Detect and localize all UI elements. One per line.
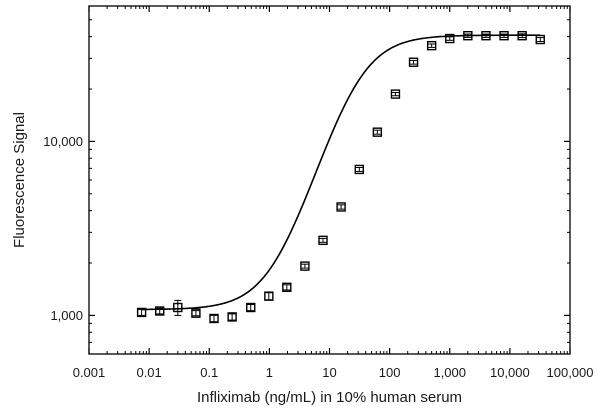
data-point [136, 307, 147, 318]
x-tick-label: 0.01 [136, 365, 161, 380]
point-marker [426, 40, 437, 51]
data-point [408, 57, 419, 67]
x-tick-label: 100,000 [547, 365, 594, 380]
data-point [390, 89, 401, 99]
point-marker [264, 291, 274, 301]
data-point [426, 40, 437, 51]
x-tick-label: 0.001 [73, 365, 106, 380]
point-marker [408, 57, 419, 67]
y-tick-label: 10,000 [43, 134, 83, 149]
point-marker [390, 89, 401, 99]
point-marker [300, 261, 310, 271]
data-point [354, 164, 364, 175]
x-tick-label: 1 [266, 365, 273, 380]
point-marker [372, 127, 383, 137]
data-point [372, 127, 383, 137]
point-marker [173, 302, 183, 313]
point-marker [535, 34, 545, 45]
data-point [155, 306, 165, 316]
data-point [227, 312, 237, 322]
data-point [535, 34, 545, 45]
data-point [173, 299, 183, 316]
x-tick-label: 10,000 [490, 365, 530, 380]
x-tick-label: 100 [379, 365, 401, 380]
data-point [445, 33, 455, 44]
data-point [499, 31, 509, 41]
point-marker [155, 306, 165, 316]
fit-curve [141, 34, 541, 311]
data-point [463, 31, 473, 41]
y-axis-ticks: 1,000 10,000 [43, 19, 570, 343]
point-marker [354, 164, 364, 175]
x-axis-title: Infliximab (ng/mL) in 10% human serum [197, 389, 462, 406]
point-marker [336, 202, 346, 212]
data-point [209, 313, 219, 324]
x-tick-label: 0.1 [200, 365, 218, 380]
y-tick-label: 1,000 [50, 308, 83, 323]
point-marker [481, 31, 491, 41]
point-marker [445, 33, 455, 44]
x-tick-label: 1,000 [433, 365, 466, 380]
point-marker [499, 31, 509, 41]
data-point [336, 202, 346, 212]
plot-frame [88, 5, 571, 355]
data-point [282, 282, 292, 293]
point-marker [136, 307, 147, 318]
point-marker [209, 313, 219, 324]
data-point [191, 308, 201, 318]
point-marker [318, 235, 328, 246]
point-marker [246, 302, 256, 313]
data-point [481, 31, 491, 41]
y-axis-title: Fluorescence Signal [11, 112, 28, 248]
point-marker [463, 31, 473, 41]
data-point [517, 31, 527, 41]
data-point [246, 302, 256, 313]
data-point [264, 291, 274, 301]
data-point [300, 261, 310, 271]
data-points [136, 31, 545, 324]
x-axis-ticks: 0.001 0.01 0.1 1 10 100 1,000 10,000 100,000 [73, 6, 594, 380]
data-point [318, 235, 328, 246]
point-marker [282, 282, 292, 293]
point-marker [517, 31, 527, 41]
point-marker [227, 312, 237, 322]
x-tick-label: 10 [322, 365, 336, 380]
point-marker [191, 308, 201, 318]
